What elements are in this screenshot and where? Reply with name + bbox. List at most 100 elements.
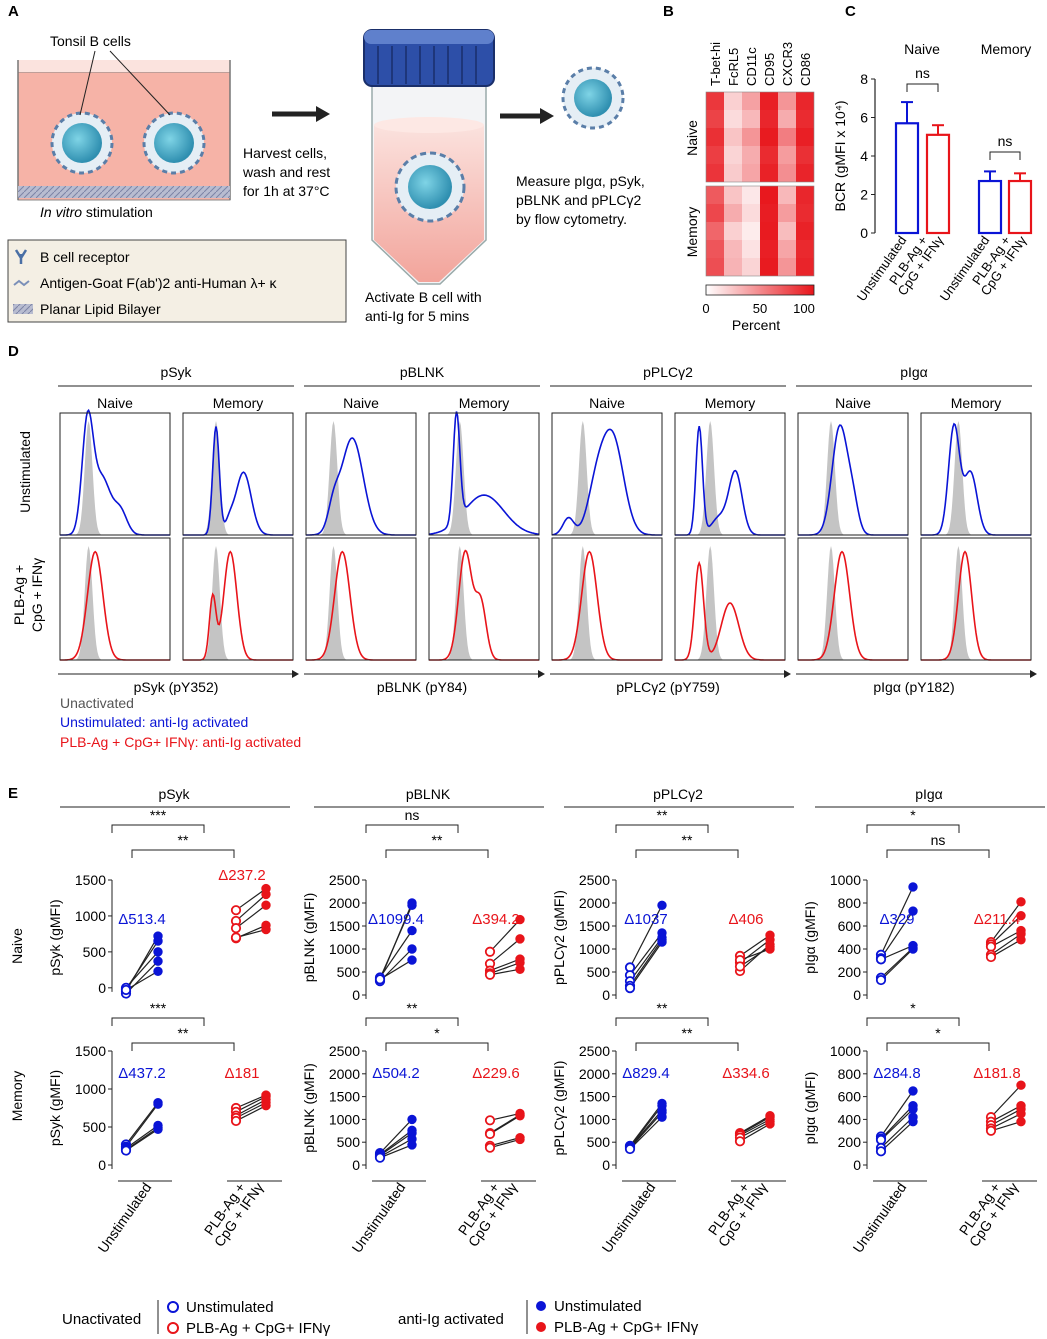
d-subset-label: Memory	[951, 395, 1002, 411]
heatmap-cell	[796, 146, 814, 164]
e-sig-bracket	[385, 849, 489, 858]
e-pair-line	[235, 929, 267, 939]
d-unactivated-hist	[552, 546, 662, 660]
e-pair-line	[379, 1118, 413, 1154]
d-unactivated-hist	[429, 546, 539, 660]
filled-circle-blue-icon	[536, 1301, 546, 1311]
e-sig-label: *	[910, 1000, 916, 1016]
measure-text-1: Measure pIgα, pSyk,	[516, 173, 645, 189]
d-unactivated-hist	[60, 546, 170, 660]
heatmap-cell	[742, 146, 760, 164]
e-pair-line	[379, 930, 413, 978]
heatmap-cell	[760, 240, 778, 258]
activate-text-1: Activate B cell with	[365, 289, 482, 305]
c-ytick-label: 2	[860, 187, 868, 203]
e-sig-bracket	[886, 1042, 990, 1051]
e-point-unactivated	[374, 974, 386, 985]
e-point-unactivated	[875, 974, 887, 986]
panel-d: D pSyk Naive Memory pBLNK Naive Memory pPLCγ2 N…	[8, 343, 1037, 750]
heatmap-cell	[796, 204, 814, 222]
e-ytick-label: 0	[853, 987, 861, 1003]
legend-bilayer: Planar Lipid Bilayer	[40, 301, 161, 317]
e-point-unactivated	[120, 1145, 132, 1156]
d-hist-frame	[182, 537, 294, 661]
heatmap-cell	[706, 110, 724, 128]
d-subset-label: Memory	[705, 395, 756, 411]
e-pair-line	[629, 1109, 663, 1148]
e-point-activated	[657, 900, 667, 910]
heatmap-cell	[742, 164, 760, 182]
e-point-activated	[515, 964, 525, 974]
e-sig-bracket	[866, 824, 960, 833]
e-sig-bracket	[365, 1017, 459, 1026]
heatmap-cell	[796, 258, 814, 276]
e-point-unactivated	[875, 954, 887, 965]
d-hist-frame	[305, 537, 417, 661]
heatmap-cell	[706, 258, 724, 276]
heatmap-cell	[778, 146, 796, 164]
e-ytick-label: 1000	[329, 941, 360, 957]
e-point-activated	[515, 914, 525, 925]
e-point-unactivated	[624, 1143, 636, 1155]
heatmap-cell	[742, 258, 760, 276]
e-pair-line	[125, 1102, 159, 1145]
panel-e: E pSyk pBLNK pPLCγ2 pIgα 0 500 1000 1500 pSyk (g…	[8, 785, 1045, 1337]
e-point-activated	[1016, 897, 1026, 907]
c-ytick-label: 8	[860, 71, 868, 87]
row-label-stim-2: CpG + IFNγ	[29, 558, 45, 632]
e-ylabel: pSyk (gMFI)	[47, 899, 63, 975]
e-ytick-label: 2000	[329, 895, 360, 911]
e-ytick-label: 1500	[75, 872, 106, 888]
heatmap-cell	[742, 110, 760, 128]
heatmap-cell	[760, 92, 778, 110]
e-sig-bracket	[111, 1017, 205, 1026]
legend-stim-activated: PLB-Ag + CpG+ IFNγ: anti-Ig activated	[60, 734, 301, 750]
heatmap-cell	[742, 204, 760, 222]
e-point-activated	[1016, 1116, 1026, 1127]
d-hist-frame	[797, 537, 909, 661]
e-ytick-label: 600	[838, 918, 862, 934]
e-pair-line	[629, 1112, 663, 1149]
e-point-activated	[908, 906, 918, 916]
e-ytick-label: 0	[98, 1157, 106, 1173]
e-pair-line	[990, 1105, 1022, 1123]
heatmap-cell	[724, 258, 742, 276]
d-unactivated-hist	[921, 546, 1031, 660]
e-point-activated	[407, 955, 417, 965]
heatmap-cell	[778, 258, 796, 276]
heatmap-cell	[760, 186, 778, 204]
e-ytick-label: 1500	[75, 1043, 106, 1059]
e-point-activated	[908, 1086, 918, 1096]
e-marker-title: pIgα	[915, 786, 943, 802]
d-marker-title: pIgα	[900, 364, 928, 380]
e-point-activated	[908, 1104, 918, 1114]
e-point-activated	[765, 1119, 775, 1129]
e-point-activated	[1016, 1080, 1026, 1090]
b-cell-graphic	[50, 111, 114, 175]
e-delta-stim: Δ237.2	[218, 867, 266, 884]
d-axis-arrow-icon	[1030, 670, 1037, 678]
legend-unstim-filled: Unstimulated	[554, 1298, 642, 1315]
heatmap-cell	[706, 164, 724, 182]
d-subset-label: Memory	[459, 395, 510, 411]
e-point-activated	[261, 924, 271, 935]
colorbar-tick: 0	[702, 301, 709, 316]
d-stim-hist	[798, 550, 908, 661]
heatmap-cell	[706, 240, 724, 258]
heatmap-cell	[778, 240, 796, 258]
d-marker-title: pBLNK	[400, 364, 445, 380]
e-point-unactivated	[230, 923, 242, 934]
d-stim-hist	[552, 550, 662, 661]
e-ytick-label: 2000	[329, 1066, 360, 1082]
e-ytick-label: 1000	[329, 1111, 360, 1127]
panel-label-c: C	[845, 3, 856, 20]
e-pair-line	[489, 1115, 521, 1135]
d-hist-frame	[674, 537, 786, 661]
e-marker-title: pSyk	[158, 786, 190, 802]
e-ytick-label: 1000	[579, 941, 610, 957]
e-point-activated	[908, 1116, 918, 1127]
e-pair-line	[629, 1105, 663, 1148]
e-xtick-label: Unstimulated	[598, 1180, 658, 1256]
heatmap-row-naive: Naive	[684, 120, 700, 156]
e-sig-bracket	[365, 824, 459, 833]
